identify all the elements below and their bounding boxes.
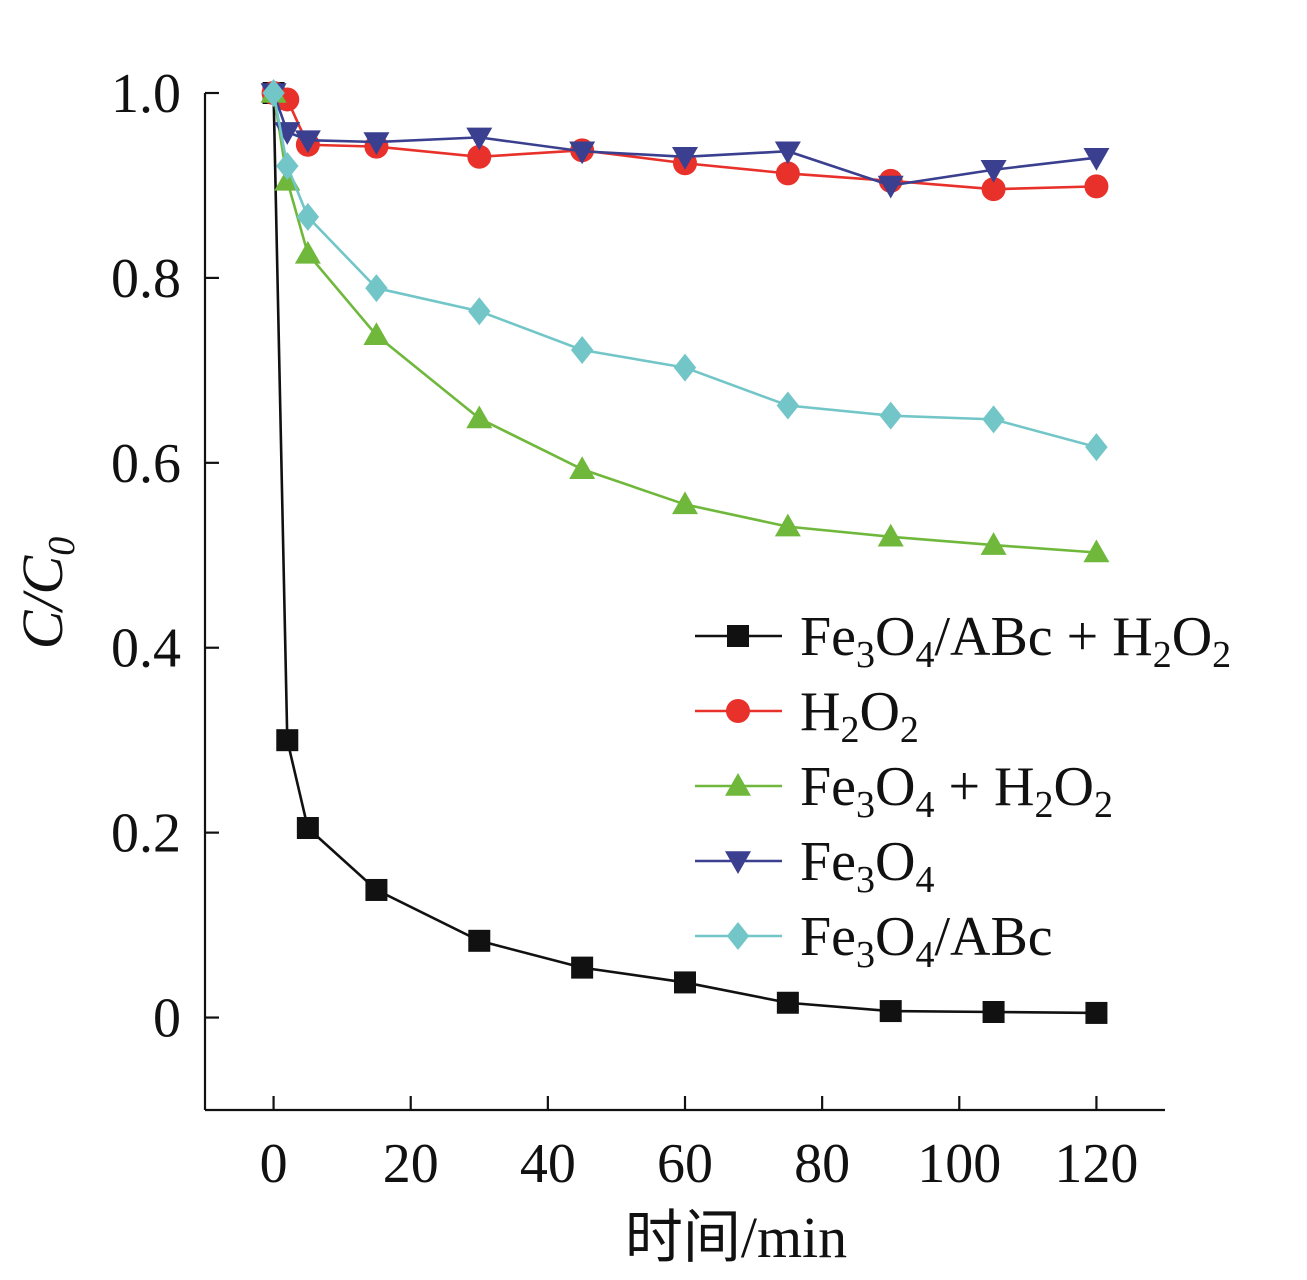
data-point xyxy=(776,391,800,420)
data-point xyxy=(980,159,1007,183)
data-point xyxy=(1083,539,1110,563)
data-point xyxy=(262,79,285,107)
data-point xyxy=(363,132,390,156)
data-point xyxy=(296,202,320,231)
data-point xyxy=(877,523,904,547)
legend-marker xyxy=(726,699,750,723)
x-axis-label: 时间/min xyxy=(625,1205,847,1270)
x-tick-label: 60 xyxy=(657,1133,713,1195)
legend-item: Fe3O4 xyxy=(695,831,934,901)
legend-item: Fe3O4 + H2O2 xyxy=(695,756,1113,826)
data-point xyxy=(468,929,491,952)
data-point xyxy=(877,175,904,199)
x-tick-label: 120 xyxy=(1054,1133,1138,1195)
y-tick-label: 0.2 xyxy=(111,803,181,865)
y-tick-label: 1.0 xyxy=(111,63,181,125)
data-point xyxy=(276,152,299,181)
data-point xyxy=(774,513,801,537)
legend-label: Fe3O4 xyxy=(800,831,934,901)
data-point xyxy=(294,130,321,154)
series-line xyxy=(272,92,1097,1015)
x-tick-label: 100 xyxy=(917,1133,1001,1195)
legend-label: Fe3O4 + H2O2 xyxy=(800,756,1113,826)
data-point xyxy=(363,322,390,345)
data-point xyxy=(468,297,491,326)
legend-label: Fe3O4/ABc + H2O2 xyxy=(800,606,1231,676)
legend-item: H2O2 xyxy=(695,681,919,751)
data-point xyxy=(1084,174,1109,199)
data-point xyxy=(982,1000,1005,1023)
data-point xyxy=(365,274,388,303)
y-axis-label: C/C0 xyxy=(10,537,83,650)
data-point xyxy=(570,336,594,365)
x-tick-label: 20 xyxy=(383,1133,439,1195)
series-4 xyxy=(262,79,1108,462)
x-tick-label: 0 xyxy=(260,1133,288,1195)
legend-label: H2O2 xyxy=(800,681,919,751)
data-point xyxy=(1085,1001,1108,1024)
series-3 xyxy=(260,83,1110,199)
data-point xyxy=(294,240,321,264)
legend-marker xyxy=(725,773,751,796)
data-point xyxy=(672,147,698,170)
data-point xyxy=(276,729,299,752)
data-point xyxy=(672,491,698,515)
data-point xyxy=(467,144,492,169)
data-point xyxy=(466,405,493,429)
legend-marker xyxy=(725,851,751,874)
series-layer xyxy=(260,79,1110,1024)
data-point xyxy=(774,141,801,165)
data-point xyxy=(571,956,594,979)
legend-item: Fe3O4/ABc xyxy=(695,906,1053,976)
data-point xyxy=(1085,433,1108,462)
legend-label: Fe3O4/ABc xyxy=(800,906,1053,976)
y-tick-label: 0.8 xyxy=(111,248,181,310)
data-point xyxy=(569,456,596,480)
data-point xyxy=(569,141,596,165)
x-tick-label: 40 xyxy=(520,1133,576,1195)
data-point xyxy=(365,878,388,901)
data-point xyxy=(296,817,319,840)
legend-item: Fe3O4/ABc + H2O2 xyxy=(695,606,1231,676)
data-point xyxy=(980,532,1007,555)
y-tick-label: 0.6 xyxy=(111,433,181,495)
data-point xyxy=(879,1000,902,1023)
data-point xyxy=(981,177,1006,202)
data-point xyxy=(466,127,493,151)
legend-marker xyxy=(727,625,749,647)
series-line xyxy=(272,92,1097,449)
data-point xyxy=(775,161,800,186)
ticks-layer: 0 20 40 60 80 100 120 0 0.2 0.4 0.6 0.8 1.0 xyxy=(111,63,1138,1195)
data-point xyxy=(879,401,902,430)
y-tick-label: 0 xyxy=(153,988,181,1050)
y-tick-label: 0.4 xyxy=(111,618,181,680)
x-tick-label: 80 xyxy=(794,1133,850,1195)
legend-marker xyxy=(726,922,750,950)
data-point xyxy=(673,353,697,382)
data-point xyxy=(674,971,696,994)
data-point xyxy=(1083,147,1110,171)
series-0 xyxy=(262,82,1108,1024)
data-point xyxy=(982,405,1005,434)
data-point xyxy=(776,991,799,1014)
